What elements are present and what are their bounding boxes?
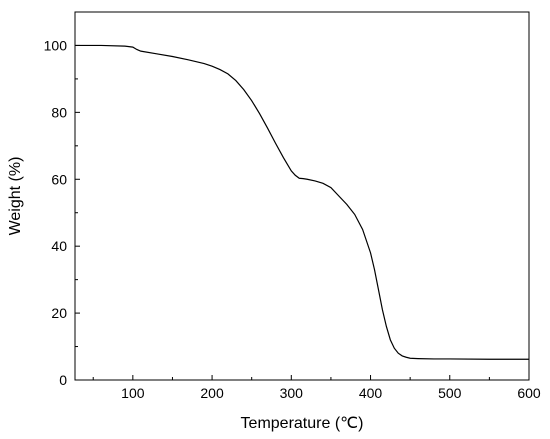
plot-frame	[74, 11, 530, 381]
weight-curve	[75, 44, 529, 360]
x-tick-label: 100	[121, 385, 145, 401]
y-tick-label: 100	[44, 37, 68, 53]
x-tick-label: 200	[200, 385, 224, 401]
y-tick-label: 60	[51, 171, 67, 187]
y-tick-label: 40	[51, 238, 67, 254]
x-axis-label: Temperature (℃)	[241, 415, 364, 432]
x-tick-label: 400	[359, 385, 383, 401]
x-tick-label: 600	[517, 385, 541, 401]
y-tick-label: 80	[51, 104, 67, 120]
axis-ticks	[75, 44, 530, 381]
y-tick-label: 0	[59, 372, 67, 388]
y-tick-label: 20	[51, 305, 67, 321]
x-tick-label: 300	[280, 385, 304, 401]
tick-labels: 100 200 300 400 500 600 0 20 40 60 80 100	[44, 37, 541, 401]
y-axis-label: Weight (%)	[7, 157, 24, 236]
x-tick-label: 500	[438, 385, 462, 401]
